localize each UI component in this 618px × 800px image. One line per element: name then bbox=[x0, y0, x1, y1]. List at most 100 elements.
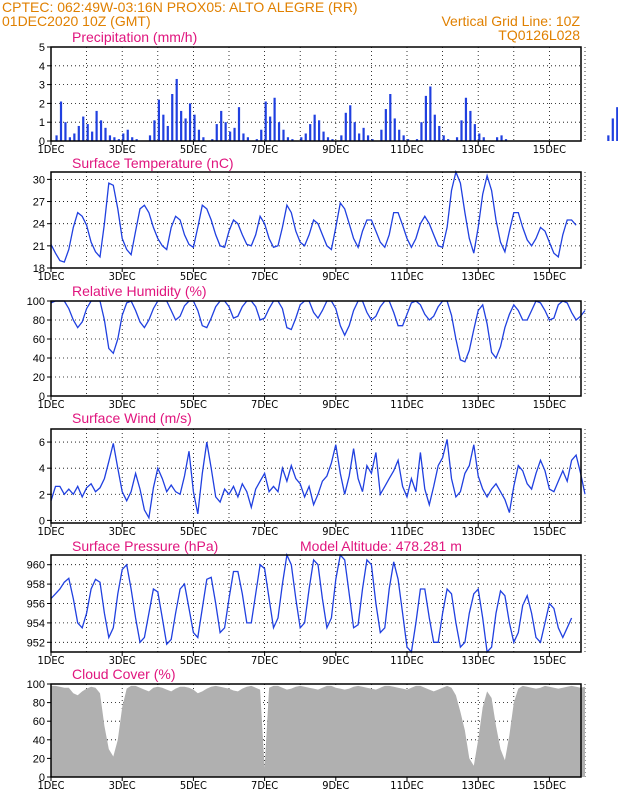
precip-bar bbox=[353, 122, 356, 141]
y-tick-label: 80 bbox=[33, 315, 45, 327]
precip-bar bbox=[202, 137, 205, 141]
y-tick-label: 20 bbox=[33, 372, 45, 384]
precip-bar bbox=[326, 137, 330, 141]
precip-bar bbox=[122, 133, 125, 141]
precip-bar bbox=[402, 135, 405, 141]
y-tick-label: 27 bbox=[33, 197, 45, 209]
precip-bar bbox=[469, 110, 472, 141]
precip-bar bbox=[59, 101, 63, 141]
x-tick-label: 7DEC bbox=[251, 398, 278, 411]
x-tick-label: 1DEC bbox=[37, 398, 64, 411]
temp-line bbox=[50, 169, 577, 263]
precip-bar bbox=[113, 137, 116, 141]
y-tick-label: 30 bbox=[33, 174, 45, 186]
y-tick-label: 20 bbox=[33, 753, 45, 765]
precip-bar bbox=[313, 114, 316, 141]
y-tick-label: 60 bbox=[33, 334, 45, 346]
panel-title: Precipitation (mm/h) bbox=[72, 29, 197, 45]
precip-bar bbox=[344, 112, 347, 141]
precip-bar bbox=[407, 139, 410, 141]
precip-bar bbox=[318, 120, 321, 141]
y-tick-label: 956 bbox=[27, 599, 45, 611]
y-tick-label: 4 bbox=[39, 463, 45, 475]
precip-bar bbox=[242, 133, 245, 141]
y-tick-label: 0 bbox=[39, 515, 45, 527]
panel-frame bbox=[50, 683, 582, 778]
precip-bar bbox=[117, 139, 120, 141]
precip-bar bbox=[424, 95, 427, 141]
precip-bar bbox=[616, 107, 618, 141]
panel-title: Surface Wind (m/s) bbox=[72, 410, 192, 426]
precip-bar bbox=[415, 139, 419, 141]
x-tick-label: 9DEC bbox=[322, 143, 349, 156]
precip-bar bbox=[420, 122, 423, 141]
precip-bar bbox=[220, 110, 223, 141]
precip-bar bbox=[438, 125, 441, 141]
header-grid-note: Vertical Grid Line: 10Z bbox=[441, 13, 580, 29]
precip-bar bbox=[224, 122, 227, 141]
precip-bar bbox=[349, 105, 352, 141]
precip-bar bbox=[273, 97, 276, 141]
precip-bar bbox=[429, 86, 432, 141]
pressure-line bbox=[50, 552, 573, 654]
y-tick-label: 1 bbox=[39, 117, 45, 129]
header-model: TQ0126L028 bbox=[498, 27, 580, 43]
precip-bar bbox=[473, 124, 476, 141]
x-tick-label: 15DEC bbox=[533, 779, 566, 792]
panel-wind: Surface Wind (m/s) 0 2 4 6 1DEC 3DEC 5DEC 7DEC 9D… bbox=[37, 410, 586, 538]
x-tick-label: 1DEC bbox=[37, 525, 64, 538]
y-tick-label: 960 bbox=[27, 560, 45, 572]
x-tick-label: 5DEC bbox=[180, 143, 207, 156]
x-tick-label: 13DEC bbox=[462, 525, 495, 538]
x-tick-label: 13DEC bbox=[462, 654, 495, 667]
x-tick-label: 1DEC bbox=[37, 779, 64, 792]
precip-bar bbox=[193, 114, 196, 141]
y-tick-label: 0 bbox=[39, 772, 45, 784]
panel-title: Relative Humidity (%) bbox=[72, 283, 207, 299]
x-tick-label: 5DEC bbox=[180, 270, 207, 283]
x-tick-label: 7DEC bbox=[251, 270, 278, 283]
x-tick-label: 15DEC bbox=[533, 525, 566, 538]
x-tick-label: 13DEC bbox=[462, 143, 495, 156]
precip-bar bbox=[264, 101, 267, 141]
precip-bar bbox=[398, 129, 401, 141]
precip-bar bbox=[300, 137, 303, 141]
y-tick-label: 954 bbox=[27, 618, 45, 630]
precip-bar bbox=[162, 114, 165, 141]
panel-pressure: Surface Pressure (hPa) Model Altitude: 47… bbox=[27, 538, 586, 667]
x-tick-label: 1DEC bbox=[37, 270, 64, 283]
precip-bar bbox=[73, 133, 76, 141]
precip-bar bbox=[304, 133, 307, 141]
precip-bar bbox=[131, 137, 134, 141]
panel-temp: Surface Temperature (nC) 18 21 24 27 30 1DEC 3D… bbox=[33, 155, 586, 283]
precip-bar bbox=[91, 131, 94, 141]
precip-bar bbox=[148, 135, 152, 141]
precip-bar bbox=[340, 135, 343, 141]
precip-bar bbox=[229, 131, 232, 141]
precip-bar bbox=[171, 94, 174, 141]
header-run-time: 01DEC2020 10Z (GMT) bbox=[2, 13, 151, 29]
panel-title: Surface Temperature (nC) bbox=[72, 155, 234, 171]
precip-bar bbox=[255, 139, 258, 141]
panel-title: Cloud Cover (%) bbox=[72, 666, 175, 682]
precip-bar bbox=[95, 110, 98, 141]
precip-bar bbox=[126, 129, 129, 141]
precip-bar bbox=[358, 133, 361, 141]
x-tick-label: 11DEC bbox=[390, 270, 423, 283]
header-location: CPTEC: 062:49W-03:16N PROX05: ALTO ALEGR… bbox=[2, 0, 358, 15]
precip-bar bbox=[68, 137, 71, 141]
x-tick-label: 9DEC bbox=[322, 654, 349, 667]
x-tick-label: 15DEC bbox=[533, 270, 566, 283]
wind-line bbox=[50, 439, 586, 520]
precip-bar bbox=[611, 118, 614, 141]
y-tick-label: 100 bbox=[27, 679, 45, 691]
precip-bar bbox=[500, 135, 503, 141]
x-tick-label: 11DEC bbox=[390, 525, 423, 538]
x-tick-label: 3DEC bbox=[109, 270, 136, 283]
precip-bar bbox=[464, 97, 468, 141]
precip-bar bbox=[180, 110, 183, 141]
precip-bar bbox=[504, 139, 508, 141]
x-tick-label: 3DEC bbox=[109, 143, 136, 156]
precip-bar bbox=[286, 137, 290, 141]
y-tick-label: 60 bbox=[33, 716, 45, 728]
